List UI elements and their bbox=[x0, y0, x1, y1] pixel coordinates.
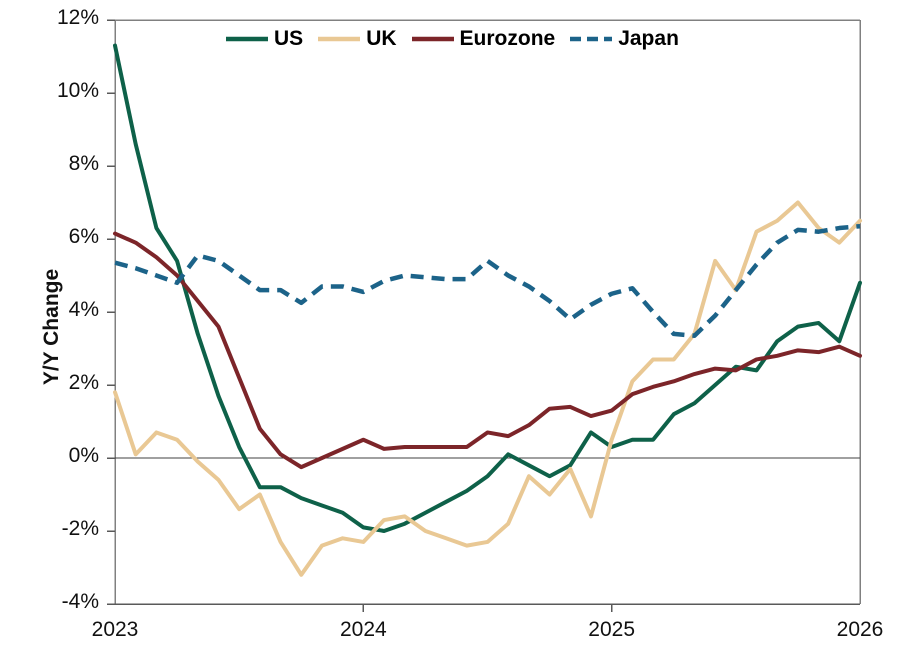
series-line-eurozone bbox=[113, 231, 862, 470]
legend-label: US bbox=[274, 27, 304, 50]
x-tick-label: 2026 bbox=[836, 618, 884, 641]
y-tick-label: 10% bbox=[56, 79, 99, 102]
legend-swatch-us-icon bbox=[226, 36, 268, 41]
series-line-japan bbox=[114, 223, 861, 338]
legend-label: Eurozone bbox=[459, 27, 556, 50]
x-tick-label: 2025 bbox=[588, 618, 636, 641]
series-line-us bbox=[113, 43, 862, 533]
legend-item-japan[interactable]: Japan bbox=[569, 28, 679, 49]
y-tick-label: -4% bbox=[61, 590, 99, 613]
x-tick-label: 2023 bbox=[91, 618, 139, 641]
y-tick-label: 0% bbox=[68, 444, 99, 467]
legend-swatch-japan-icon bbox=[570, 36, 613, 41]
legend-label: Japan bbox=[618, 27, 679, 50]
y-tick-label: 4% bbox=[68, 298, 99, 321]
x-tick-marks bbox=[362, 604, 613, 612]
y-tick-label: -2% bbox=[61, 517, 99, 540]
x-tick-label: 2024 bbox=[339, 618, 387, 641]
chart-legend: US UK Eurozone Japan bbox=[225, 28, 679, 49]
legend-item-eurozone[interactable]: Eurozone bbox=[411, 27, 556, 50]
y-tick-marks bbox=[107, 19, 115, 605]
legend-item-us[interactable]: US bbox=[225, 28, 303, 49]
y-tick-label: 8% bbox=[68, 152, 99, 175]
legend-swatch-uk-icon bbox=[318, 36, 361, 41]
y-tick-label: 12% bbox=[56, 6, 99, 29]
legend-swatch-eurozone-icon bbox=[411, 36, 454, 41]
y-tick-label: 6% bbox=[68, 225, 99, 248]
legend-item-uk[interactable]: UK bbox=[317, 27, 397, 50]
axis-frame bbox=[114, 19, 861, 605]
y-tick-label: 2% bbox=[68, 371, 99, 394]
legend-label: UK bbox=[366, 27, 397, 50]
series-line-uk bbox=[113, 200, 862, 577]
